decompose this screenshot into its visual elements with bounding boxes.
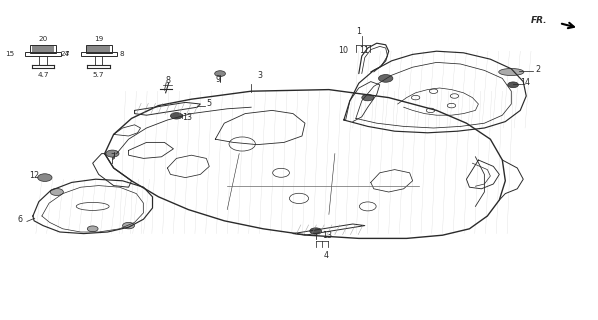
Text: 7: 7 (64, 51, 69, 57)
Text: 12: 12 (29, 171, 39, 180)
Text: 1: 1 (356, 27, 361, 36)
Text: 24: 24 (61, 51, 70, 57)
Text: 10: 10 (338, 46, 348, 55)
Bar (81, 52, 117, 56)
Circle shape (123, 222, 135, 229)
Text: 7: 7 (111, 153, 116, 162)
Circle shape (87, 226, 98, 232)
Text: 3: 3 (258, 71, 263, 80)
Text: FR.: FR. (530, 16, 547, 25)
Text: 13: 13 (322, 231, 332, 240)
Circle shape (170, 113, 182, 119)
Text: 11: 11 (359, 46, 369, 55)
Circle shape (508, 82, 518, 88)
Text: 8: 8 (166, 76, 170, 85)
Text: 19: 19 (94, 36, 103, 42)
Circle shape (362, 94, 374, 101)
Bar (87, 46, 110, 52)
Ellipse shape (499, 68, 524, 76)
Circle shape (215, 71, 225, 76)
Circle shape (50, 188, 63, 196)
Bar (32, 46, 54, 52)
Text: 9: 9 (216, 75, 221, 84)
Text: 8: 8 (120, 51, 124, 57)
Text: 13: 13 (182, 113, 193, 122)
Circle shape (106, 150, 119, 157)
Text: 15: 15 (5, 51, 14, 57)
Text: 2: 2 (535, 65, 541, 74)
Circle shape (310, 228, 322, 234)
Circle shape (379, 75, 393, 82)
Text: 4.7: 4.7 (37, 72, 49, 78)
Text: 5: 5 (206, 99, 212, 108)
Text: 6: 6 (18, 215, 23, 224)
Bar (30, 45, 56, 53)
Text: 5.7: 5.7 (93, 72, 105, 78)
Text: 14: 14 (520, 78, 530, 87)
Bar (86, 45, 112, 53)
Text: 20: 20 (38, 36, 48, 42)
Circle shape (38, 174, 52, 181)
Text: 4: 4 (324, 251, 328, 260)
Bar (25, 52, 61, 56)
